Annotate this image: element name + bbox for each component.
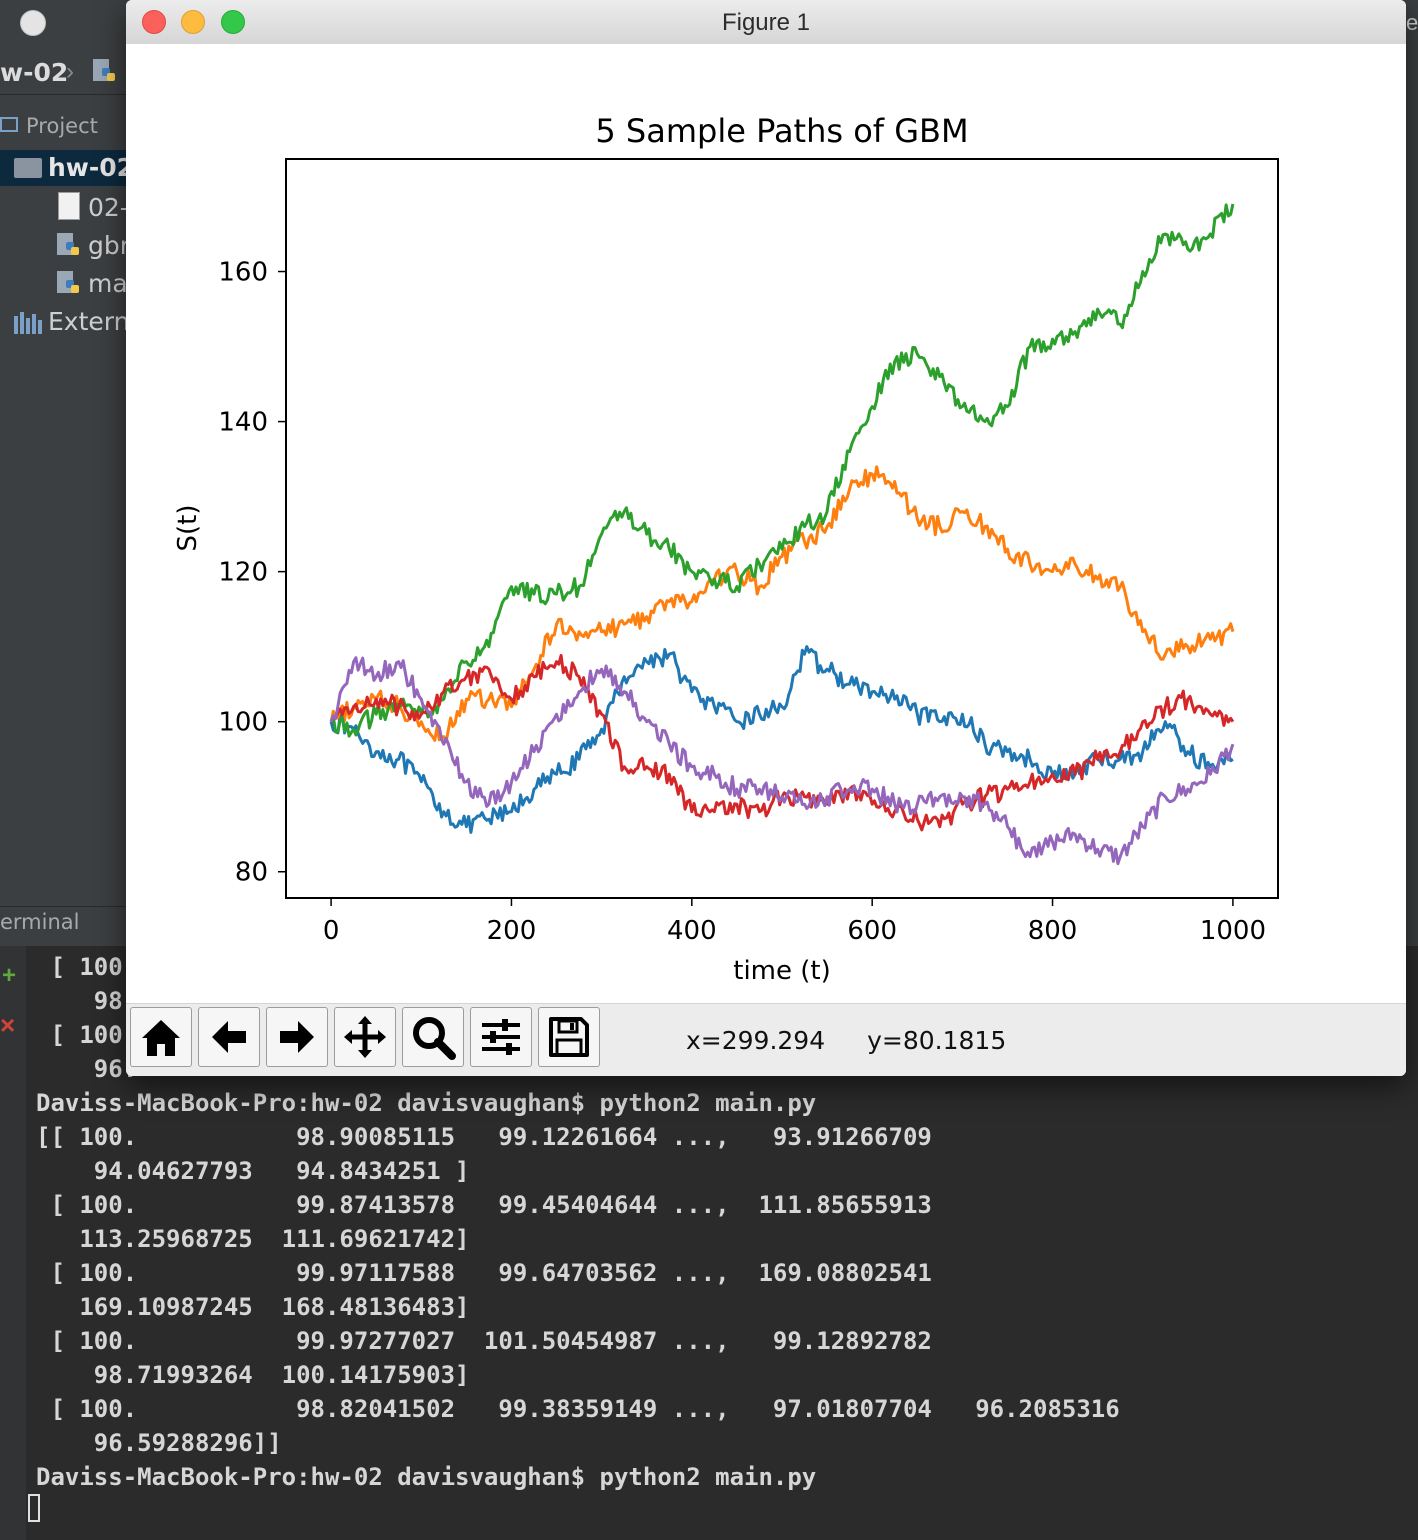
edge-text: e <box>1406 10 1418 35</box>
cursor-coordinates: x=299.294 y=80.1815 <box>686 1026 1006 1055</box>
maximize-button[interactable] <box>221 10 245 34</box>
python-file-icon <box>57 271 79 293</box>
x-tick-label: 600 <box>847 916 897 946</box>
x-tick-label: 800 <box>1028 916 1078 946</box>
folder-icon <box>14 158 42 178</box>
tree-item-label: hw-02 <box>48 153 135 182</box>
x-axis-label: time (t) <box>733 956 831 986</box>
figure-window: Figure 1 5 Sample Paths of GBM 0 200 400 60… <box>126 0 1406 1076</box>
back-arrow-icon <box>212 1021 246 1053</box>
zoom-icon <box>413 1017 456 1060</box>
plot-frame <box>285 158 1279 899</box>
terminal-output: [ 100. 98. [ 100. 96. Daviss-MacBook-Pro… <box>36 953 1120 1491</box>
ide-right-edge <box>1405 0 1418 946</box>
new-session-icon[interactable]: + <box>2 962 17 989</box>
figure-background <box>126 44 1406 1003</box>
y-axis-label: S(t) <box>173 505 203 552</box>
x-tick-label: 200 <box>487 916 537 946</box>
coord-x: x=299.294 <box>686 1026 826 1055</box>
terminal-panel-header <box>0 906 126 947</box>
forward-button[interactable] <box>266 1007 328 1067</box>
python-file-icon <box>93 59 115 81</box>
python-file-icon <box>57 233 79 255</box>
back-button[interactable] <box>198 1007 260 1067</box>
figure-titlebar[interactable] <box>126 0 1406 45</box>
terminal-cursor <box>28 1494 40 1522</box>
pan-button[interactable] <box>334 1007 396 1067</box>
save-button[interactable] <box>538 1007 600 1067</box>
y-tick-label: 80 <box>235 858 268 888</box>
home-button[interactable] <box>130 1007 192 1067</box>
terminal-gutter <box>0 946 26 1540</box>
series-line-3 <box>329 203 1235 738</box>
y-tick-label: 120 <box>218 558 268 588</box>
window-title: Figure 1 <box>721 9 811 36</box>
close-button[interactable] <box>142 10 166 34</box>
y-tick-label: 160 <box>218 258 268 288</box>
configure-subplots-button[interactable] <box>470 1007 532 1067</box>
x-tick-label: 400 <box>667 916 717 946</box>
project-icon <box>0 117 18 132</box>
terminal-tab[interactable]: erminal <box>0 910 80 934</box>
home-icon <box>142 1020 180 1056</box>
pan-icon <box>344 1016 386 1058</box>
y-tick-label: 140 <box>218 408 268 438</box>
tree-item-main[interactable]: ma <box>88 269 128 298</box>
external-libraries-icon <box>14 312 42 334</box>
x-tick-label: 1000 <box>1200 916 1266 946</box>
ide-window-button[interactable] <box>20 10 46 36</box>
series-line-2 <box>329 465 1235 744</box>
zoom-button[interactable] <box>402 1007 464 1067</box>
coord-y: y=80.1815 <box>867 1026 1007 1055</box>
series-line-5 <box>329 656 1235 866</box>
configure-subplots-icon <box>482 1019 520 1055</box>
project-tab[interactable]: Project <box>26 114 98 138</box>
tree-item-external-libraries[interactable]: Extern <box>48 307 130 336</box>
close-session-icon[interactable]: × <box>0 1010 16 1040</box>
y-tick-label: 100 <box>218 708 268 738</box>
x-tick-label: 0 <box>323 916 340 946</box>
breadcrumb-separator-icon: › <box>66 58 74 85</box>
chart-title: 5 Sample Paths of GBM <box>595 112 968 150</box>
tree-item-pdf[interactable]: 02- <box>88 193 129 222</box>
tree-item-gbm[interactable]: gbr <box>88 231 131 260</box>
pdf-file-icon <box>58 192 80 220</box>
gbm-chart[interactable]: 5 Sample Paths of GBM 0 200 400 600 800 1000 8… <box>126 44 1406 1003</box>
breadcrumb-item[interactable]: w-02 <box>0 58 69 87</box>
minimize-button[interactable] <box>181 10 205 34</box>
save-icon <box>549 1017 589 1057</box>
forward-arrow-icon <box>280 1021 314 1053</box>
